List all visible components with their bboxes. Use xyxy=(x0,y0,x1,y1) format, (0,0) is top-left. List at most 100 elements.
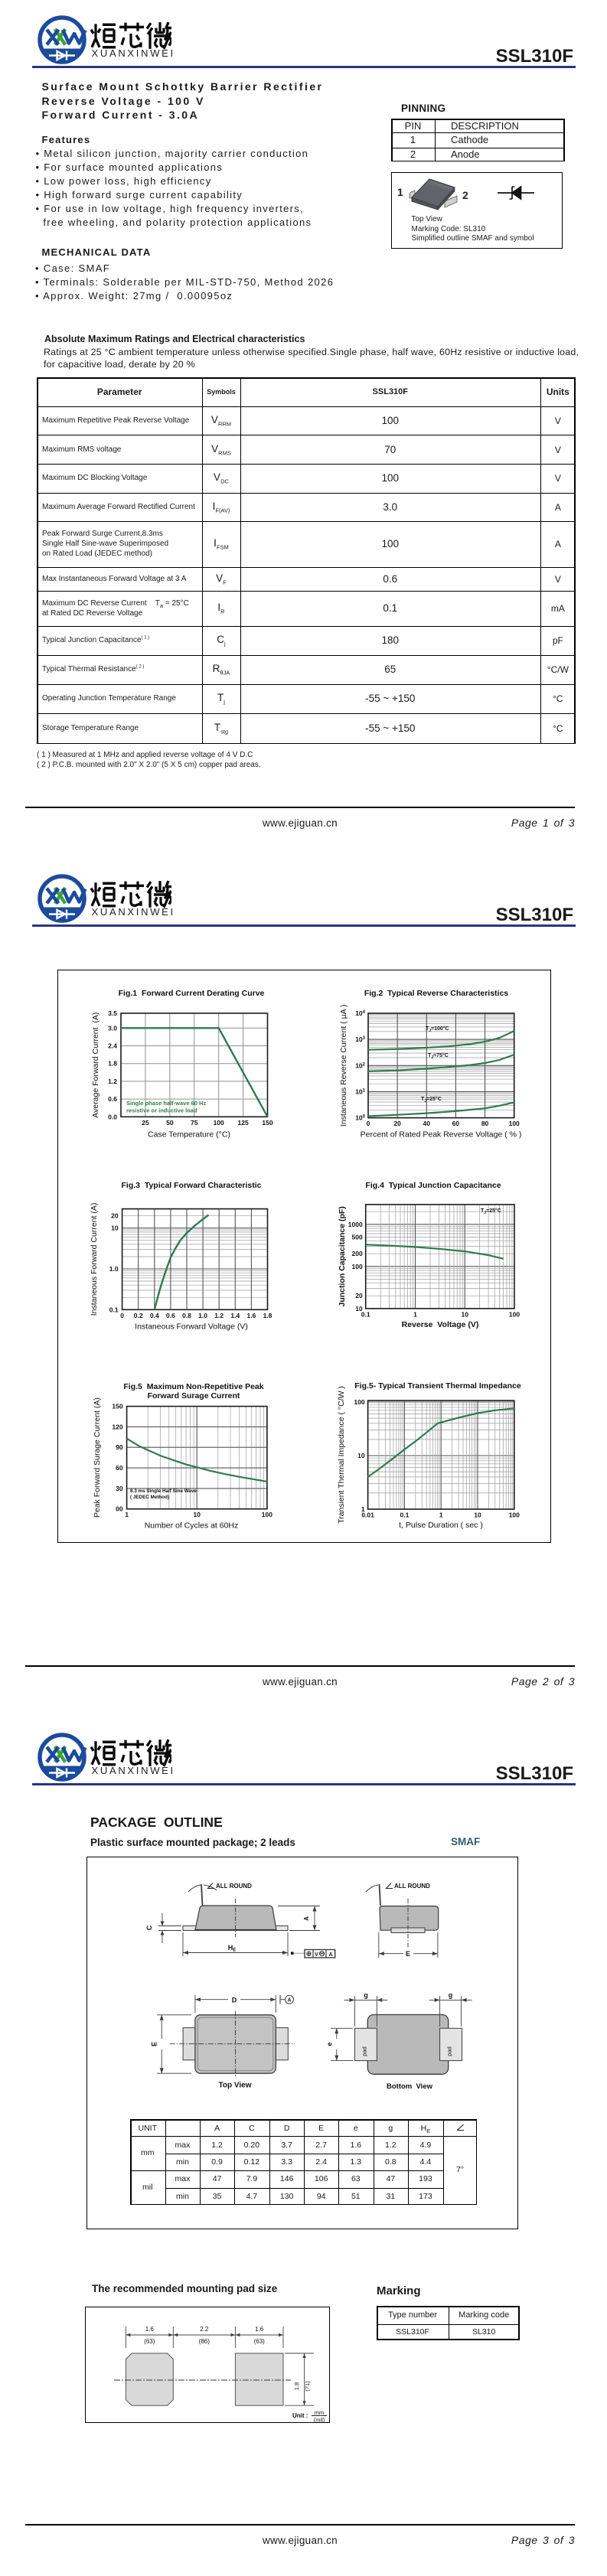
svg-text:0.1: 0.1 xyxy=(361,1310,370,1318)
svg-text:Reverse Voltage (V): Reverse Voltage (V) xyxy=(402,1320,479,1329)
svg-text:Forward Surage Current: Forward Surage Current xyxy=(148,1391,240,1400)
svg-text:Percent of Rated Peak Reverse: Percent of Rated Peak Reverse Voltage ( … xyxy=(361,1130,522,1140)
svg-text:1.6: 1.6 xyxy=(145,2326,155,2333)
svg-text:t, Pulse Duration ( sec ): t, Pulse Duration ( sec ) xyxy=(399,1521,483,1530)
svg-text:Instaneous Forward Voltage (V): Instaneous Forward Voltage (V) xyxy=(135,1322,248,1331)
svg-text:101: 101 xyxy=(355,1087,365,1095)
svg-text:1.2: 1.2 xyxy=(214,1312,224,1319)
svg-text:Peak Forward Surage Current (A: Peak Forward Surage Current (A) xyxy=(93,1397,102,1518)
svg-text:E: E xyxy=(406,1950,410,1958)
svg-text:0.6: 0.6 xyxy=(108,1095,117,1103)
svg-text:E: E xyxy=(151,2042,158,2046)
svg-text:100: 100 xyxy=(355,1114,365,1122)
svg-text:25: 25 xyxy=(142,1119,149,1127)
svg-text:10: 10 xyxy=(111,1224,119,1232)
svg-text:150: 150 xyxy=(262,1119,272,1127)
svg-text:Single phase half-wave 60 Hz: Single phase half-wave 60 Hz xyxy=(126,1100,206,1107)
svg-text:00: 00 xyxy=(116,1505,123,1513)
svg-text:(86): (86) xyxy=(199,2338,210,2345)
svg-text:100: 100 xyxy=(354,1398,364,1406)
svg-text:1: 1 xyxy=(361,1505,365,1513)
svg-text:200: 200 xyxy=(352,1250,363,1257)
svg-text:V: V xyxy=(315,1952,318,1958)
svg-text:resistive or inductive load: resistive or inductive load xyxy=(126,1107,197,1114)
svg-text:Instaneous Reverse Current ( μ: Instaneous Reverse Current ( μA ) xyxy=(339,1005,348,1127)
svg-text:(63): (63) xyxy=(254,2338,266,2345)
svg-text:A: A xyxy=(328,1952,332,1958)
svg-text:100: 100 xyxy=(214,1119,224,1127)
svg-text:0.1: 0.1 xyxy=(109,1306,119,1313)
svg-text:8.3 ms Single Half Sine Wave: 8.3 ms Single Half Sine Wave xyxy=(130,1489,197,1494)
svg-text:20: 20 xyxy=(111,1212,119,1220)
svg-text:10: 10 xyxy=(461,1310,468,1318)
svg-text:100: 100 xyxy=(509,1310,520,1318)
svg-text:1.8: 1.8 xyxy=(293,2382,300,2390)
svg-text:0.0: 0.0 xyxy=(108,1113,117,1120)
svg-text:C: C xyxy=(145,1925,153,1930)
svg-text:1.2: 1.2 xyxy=(108,1078,117,1085)
svg-text:Fig.2 Typical Reverse Charact: Fig.2 Typical Reverse Characteristics xyxy=(364,989,508,998)
svg-text:TJ=100°C: TJ=100°C xyxy=(426,1026,449,1033)
svg-text:Fig.1 Forward Current Deratin: Fig.1 Forward Current Derating Curve xyxy=(119,989,265,998)
svg-text:100: 100 xyxy=(262,1511,272,1518)
svg-text:3.5: 3.5 xyxy=(108,1009,117,1017)
svg-text:80: 80 xyxy=(481,1120,489,1127)
svg-text:HE: HE xyxy=(228,1944,237,1953)
svg-text:1.0: 1.0 xyxy=(109,1265,119,1273)
svg-text:150: 150 xyxy=(112,1403,122,1410)
svg-text:e: e xyxy=(326,2042,334,2046)
svg-text:0.1: 0.1 xyxy=(400,1511,409,1519)
svg-text:10: 10 xyxy=(194,1511,201,1518)
svg-text:60: 60 xyxy=(116,1464,123,1472)
svg-text:g: g xyxy=(364,1991,368,1999)
svg-text:ALL ROUND: ALL ROUND xyxy=(394,1883,430,1890)
svg-text:10: 10 xyxy=(355,1305,363,1312)
svg-text:120: 120 xyxy=(112,1423,122,1430)
svg-text:60: 60 xyxy=(452,1120,460,1127)
svg-text:Number of Cycles at 60Hz: Number of Cycles at 60Hz xyxy=(145,1521,239,1531)
svg-text:1.0: 1.0 xyxy=(198,1312,207,1319)
svg-text:1.8: 1.8 xyxy=(263,1312,272,1319)
svg-text:Fig.3 Typical Forward Charact: Fig.3 Typical Forward Characteristic xyxy=(121,1181,261,1190)
svg-text:1: 1 xyxy=(439,1511,443,1519)
svg-text:0.01: 0.01 xyxy=(361,1511,374,1519)
svg-text:0.2: 0.2 xyxy=(134,1312,143,1319)
svg-text:75: 75 xyxy=(191,1119,198,1127)
svg-text:20: 20 xyxy=(393,1120,401,1127)
svg-text:Junction Capacitance (pF): Junction Capacitance (pF) xyxy=(338,1206,347,1306)
svg-text:Top View: Top View xyxy=(219,2082,252,2090)
svg-text:0: 0 xyxy=(120,1312,124,1319)
svg-text:103: 103 xyxy=(355,1035,365,1043)
svg-text:0.6: 0.6 xyxy=(166,1312,175,1319)
svg-text:125: 125 xyxy=(237,1119,248,1127)
svg-text:g: g xyxy=(449,1991,453,1999)
svg-text:90: 90 xyxy=(116,1443,123,1451)
svg-text:1.8: 1.8 xyxy=(108,1060,117,1068)
svg-text:100: 100 xyxy=(352,1263,363,1270)
svg-text:Bottom View: Bottom View xyxy=(387,2082,433,2091)
svg-text:102: 102 xyxy=(355,1061,365,1069)
svg-text:(63): (63) xyxy=(144,2338,155,2345)
svg-text:20: 20 xyxy=(355,1292,363,1299)
svg-text:104: 104 xyxy=(355,1009,365,1017)
svg-text:3.0: 3.0 xyxy=(108,1024,117,1032)
svg-text:1: 1 xyxy=(125,1511,129,1518)
svg-text:1.6: 1.6 xyxy=(246,1312,256,1319)
svg-text:Average Forward Current (A): Average Forward Current (A) xyxy=(91,1012,100,1118)
svg-text:0: 0 xyxy=(367,1120,370,1127)
svg-text:10: 10 xyxy=(357,1452,365,1459)
svg-text:30: 30 xyxy=(116,1485,123,1492)
svg-text:500: 500 xyxy=(352,1233,363,1241)
svg-text:0.8: 0.8 xyxy=(182,1312,191,1319)
svg-text:40: 40 xyxy=(423,1120,431,1127)
svg-text:Fig.5- Typical Transient Therm: Fig.5- Typical Transient Thermal Impedan… xyxy=(354,1381,521,1391)
svg-text:1.6: 1.6 xyxy=(255,2326,264,2333)
svg-text:D: D xyxy=(232,1997,237,2004)
svg-text:Fig.5 Maximum Non-Repetitive: Fig.5 Maximum Non-Repetitive Peak xyxy=(123,1382,263,1391)
svg-text:100: 100 xyxy=(509,1511,520,1519)
svg-text:10: 10 xyxy=(474,1511,481,1519)
svg-text:TJ=75°C: TJ=75°C xyxy=(428,1052,449,1060)
svg-text:1: 1 xyxy=(413,1310,417,1318)
svg-text:(71): (71) xyxy=(304,2381,311,2392)
svg-text:Transient Thermal Impedance (: Transient Thermal Impedance ( °C/W ) xyxy=(337,1386,346,1524)
